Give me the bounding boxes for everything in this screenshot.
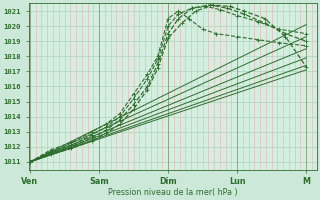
X-axis label: Pression niveau de la mer( hPa ): Pression niveau de la mer( hPa ) <box>108 188 237 197</box>
